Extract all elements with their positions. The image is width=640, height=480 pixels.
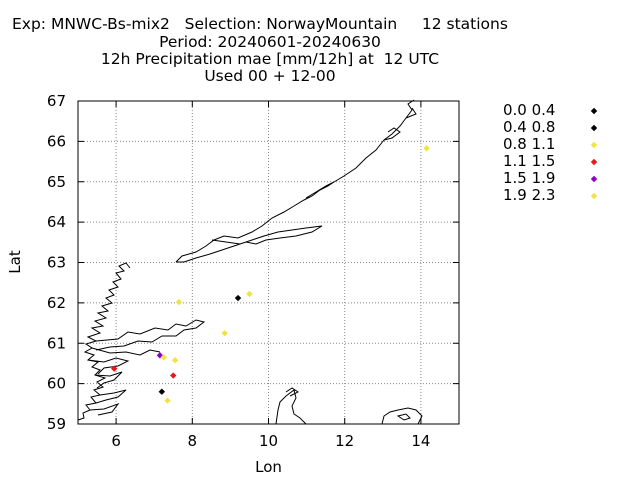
station-point — [158, 388, 166, 395]
x-tick-label: 14 — [411, 432, 430, 450]
title-line-2: Period: 20240601-20240630 — [159, 33, 381, 51]
station-point — [164, 397, 171, 404]
station-point — [221, 329, 228, 337]
legend-label: 1.5 1.9 — [503, 169, 555, 187]
y-tick-label: 63 — [47, 254, 66, 272]
legend-marker — [590, 141, 598, 149]
legend-marker — [590, 124, 598, 132]
title-line-1: Exp: MNWC-Bs-mix2 Selection: NorwayMount… — [12, 15, 508, 33]
x-axis-label: Lon — [255, 458, 282, 476]
station-point — [246, 290, 253, 298]
legend-label: 1.1 1.5 — [503, 152, 555, 170]
y-tick-label: 64 — [47, 213, 66, 231]
station-point — [423, 145, 430, 152]
station-point — [171, 357, 179, 364]
title-line-4: Used 00 + 12-00 — [204, 67, 336, 85]
grid — [78, 101, 459, 424]
legend-label: 0.0 0.4 — [503, 101, 555, 119]
y-tick-label: 60 — [47, 375, 66, 393]
x-tick-label: 12 — [335, 432, 354, 450]
legend-marker — [590, 175, 598, 183]
station-point — [234, 294, 242, 302]
legend-marker — [590, 192, 598, 200]
x-tick-label: 10 — [259, 432, 278, 450]
x-tick-label: 6 — [111, 432, 121, 450]
y-tick-label: 62 — [47, 294, 66, 312]
x-tick-label: 8 — [188, 432, 198, 450]
station-point — [110, 365, 118, 372]
station-point — [170, 372, 177, 379]
y-tick-label: 67 — [47, 92, 66, 110]
title-line-3: 12h Precipitation mae [mm/12h] at 12 UTC — [100, 50, 440, 68]
station-point — [160, 354, 167, 361]
legend-label: 1.9 2.3 — [503, 186, 555, 204]
legend-label: 0.8 1.1 — [503, 135, 555, 153]
legend-marker — [590, 107, 598, 115]
y-axis-label: Lat — [6, 250, 24, 274]
legend: 0.0 0.40.4 0.80.8 1.11.1 1.51.5 1.91.9 2… — [503, 101, 598, 204]
legend-marker — [590, 158, 598, 166]
legend-label: 0.4 0.8 — [503, 118, 555, 136]
y-tick-label: 66 — [47, 132, 66, 150]
y-tick-label: 65 — [47, 173, 66, 191]
station-point — [175, 298, 183, 306]
y-tick-label: 59 — [47, 415, 66, 433]
y-tick-label: 61 — [47, 334, 66, 352]
coastline — [77, 99, 423, 425]
axis-ticks: 6 8 10 12 14 59 60 61 62 63 64 65 66 67 — [47, 92, 459, 450]
data-points — [110, 145, 430, 404]
